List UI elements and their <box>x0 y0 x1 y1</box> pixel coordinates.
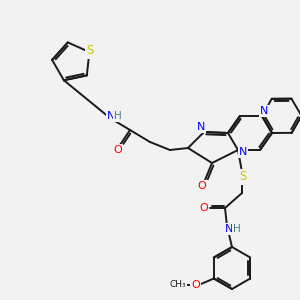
Text: S: S <box>87 44 94 58</box>
Text: O: O <box>114 145 122 155</box>
Text: N: N <box>197 122 205 132</box>
Text: N: N <box>260 106 268 116</box>
Text: S: S <box>239 170 247 184</box>
Text: H: H <box>114 111 122 121</box>
Text: N: N <box>239 147 247 157</box>
Text: H: H <box>233 224 241 234</box>
Text: O: O <box>198 181 206 191</box>
Text: O: O <box>191 280 200 290</box>
Text: CH₃: CH₃ <box>169 280 186 289</box>
Text: N: N <box>107 111 115 121</box>
Text: O: O <box>200 203 208 213</box>
Text: N: N <box>225 224 233 234</box>
